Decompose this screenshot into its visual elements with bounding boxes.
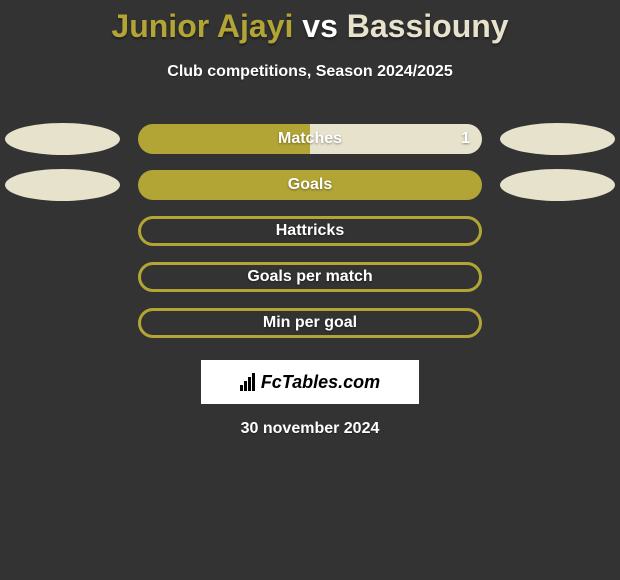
stat-row: Goals per match [0, 254, 620, 300]
stat-row: Goals [0, 162, 620, 208]
stat-label: Matches [278, 130, 342, 148]
stat-label: Hattricks [276, 222, 344, 240]
stat-label: Goals [288, 176, 332, 194]
title-player2: Bassiouny [347, 8, 509, 44]
date-line: 30 november 2024 [0, 420, 620, 438]
stat-row: Hattricks [0, 208, 620, 254]
logo-bars-icon [240, 373, 255, 391]
title-player1: Junior Ajayi [111, 8, 293, 44]
stat-oval-right [500, 169, 615, 201]
page-title: Junior Ajayi vs Bassiouny [0, 0, 620, 45]
stat-value-right: 1 [461, 130, 470, 148]
stat-bar: Goals [138, 170, 482, 200]
stat-bar: Hattricks [138, 216, 482, 246]
stat-bar: Goals per match [138, 262, 482, 292]
stat-row: Min per goal [0, 300, 620, 346]
title-vs: vs [293, 8, 346, 44]
stat-label: Min per goal [263, 314, 357, 332]
stat-oval-right [500, 123, 615, 155]
stat-bar: Min per goal [138, 308, 482, 338]
stat-oval-left [5, 123, 120, 155]
stat-rows: Matches 1 Goals Hattricks Goals per match Min… [0, 116, 620, 346]
subtitle: Club competitions, Season 2024/2025 [0, 63, 620, 81]
logo-box: FcTables.com [201, 360, 419, 404]
stat-oval-left [5, 169, 120, 201]
stat-label: Goals per match [247, 268, 372, 286]
stat-row: Matches 1 [0, 116, 620, 162]
stat-bar: Matches 1 [138, 124, 482, 154]
logo-text: FcTables.com [261, 372, 380, 393]
